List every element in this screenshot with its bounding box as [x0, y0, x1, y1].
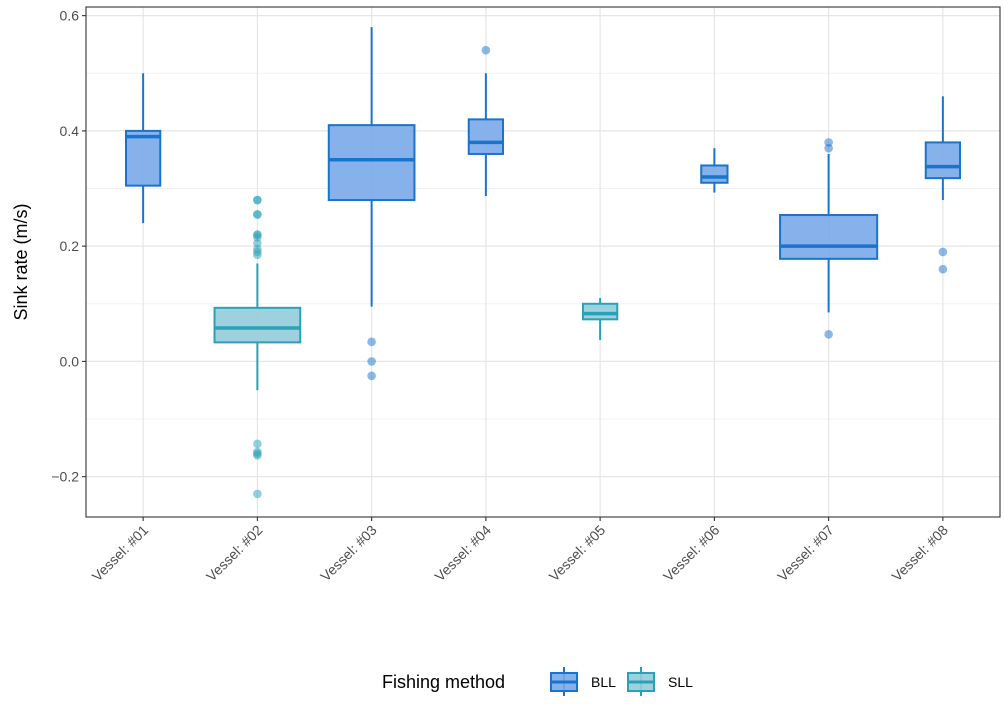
outlier-point [481, 45, 491, 55]
outlier-point [253, 451, 262, 460]
y-tick-label: 0.6 [60, 8, 80, 24]
boxes [124, 27, 962, 499]
y-tick-label: 0.2 [60, 238, 80, 254]
outlier-point [824, 330, 833, 339]
outlier-point [253, 210, 262, 219]
legend-label-sll: SLL [668, 674, 693, 690]
y-tick-label: 0.4 [60, 123, 80, 139]
outlier-point [938, 247, 948, 257]
boxplot-6 [700, 148, 729, 193]
boxplot-7 [779, 138, 879, 339]
boxplot-2 [213, 195, 302, 499]
y-tick-label: 0.0 [60, 353, 80, 369]
boxplot-5 [581, 298, 619, 341]
legend-label-bll: BLL [591, 674, 616, 690]
box-iqr [124, 129, 162, 187]
box-iqr [700, 164, 729, 184]
box-iqr [327, 124, 416, 202]
boxplot-8 [924, 96, 962, 274]
legend-key-sll [627, 667, 655, 696]
grid-minor [86, 72, 1000, 420]
panel-border [85, 6, 1001, 518]
outlier-point [253, 195, 262, 205]
y-axis: −0.2 0.0 0.2 0.4 0.6 [51, 8, 86, 485]
boxplot-4 [467, 45, 505, 197]
box-iqr [213, 306, 302, 344]
outlier-point [253, 250, 262, 260]
box-iqr [467, 118, 505, 155]
outlier-point [367, 357, 376, 366]
box-iqr [924, 141, 962, 180]
box-iqr [779, 214, 879, 260]
y-tick-label: −0.2 [51, 469, 79, 485]
legend-title: Fishing method [382, 672, 505, 692]
boxplot-1 [124, 73, 162, 224]
boxplot-3 [327, 27, 416, 381]
legend: Fishing method BLL SLL [382, 667, 693, 696]
box-iqr [581, 302, 619, 321]
outlier-point [367, 371, 376, 381]
outlier-point [824, 143, 833, 153]
outlier-point [253, 439, 262, 449]
legend-key-bll [550, 667, 578, 696]
outlier-point [367, 337, 376, 347]
y-axis-title: Sink rate (m/s) [11, 203, 31, 320]
outlier-point [938, 264, 948, 274]
outlier-point [253, 489, 262, 499]
